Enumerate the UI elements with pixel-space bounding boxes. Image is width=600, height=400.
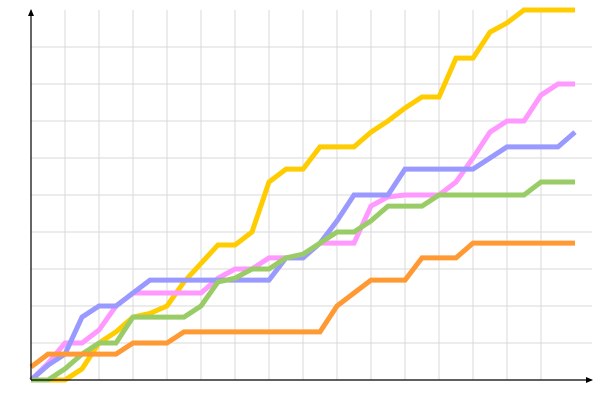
series-line-1 — [31, 7, 575, 383]
x-axis-arrow-icon — [586, 377, 593, 383]
series-line-4 — [31, 179, 575, 383]
series-lines — [29, 7, 577, 383]
y-axis-arrow-icon — [28, 9, 34, 16]
axes — [28, 9, 593, 383]
series-line-5 — [29, 240, 575, 370]
series-line-3 — [29, 130, 577, 382]
